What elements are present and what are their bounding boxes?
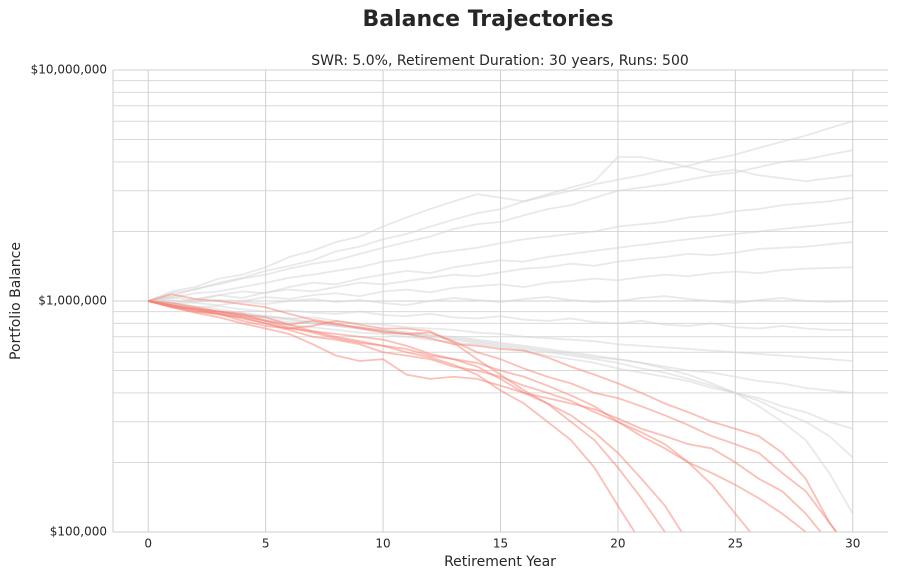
y-axis-label: Portfolio Balance <box>8 242 24 360</box>
trajectory-line <box>148 300 683 532</box>
x-tick-label: 5 <box>262 537 270 551</box>
x-tick-label: 0 <box>144 537 152 551</box>
y-tick-label: $10,000,000 <box>31 63 107 77</box>
trajectory-line <box>148 241 853 302</box>
trajectory-line <box>148 300 808 532</box>
trajectory-line <box>148 149 853 302</box>
x-tick-label: 25 <box>728 537 743 551</box>
trajectory-line <box>148 196 853 302</box>
trajectory-line <box>147 120 854 302</box>
x-tick-label: 20 <box>610 537 625 551</box>
chart-subtitle: SWR: 5.0%, Retirement Duration: 30 years… <box>311 53 689 69</box>
trajectory-line <box>148 300 838 532</box>
plot-area <box>147 120 854 532</box>
trajectory-line <box>147 293 838 532</box>
trajectory-line <box>147 156 853 302</box>
trajectory-line <box>148 221 853 304</box>
trajectory-line <box>147 300 666 532</box>
trajectory-line <box>148 300 854 515</box>
chart-title: Balance Trajectories <box>362 7 613 32</box>
x-tick-label: 30 <box>845 537 860 551</box>
trajectory-line <box>148 300 853 331</box>
y-tick-label: $100,000 <box>50 525 107 539</box>
x-tick-label: 15 <box>493 537 508 551</box>
y-tick-label: $1,000,000 <box>38 294 107 308</box>
trajectory-line <box>148 295 853 306</box>
trajectory-line <box>148 300 636 532</box>
x-tick-label: 10 <box>375 537 390 551</box>
trajectory-line <box>147 300 822 532</box>
grid <box>113 69 888 533</box>
trajectory-line <box>147 300 853 394</box>
x-axis-label: Retirement Year <box>444 554 556 570</box>
trajectory-line <box>148 266 853 305</box>
trajectory-line <box>148 300 752 532</box>
